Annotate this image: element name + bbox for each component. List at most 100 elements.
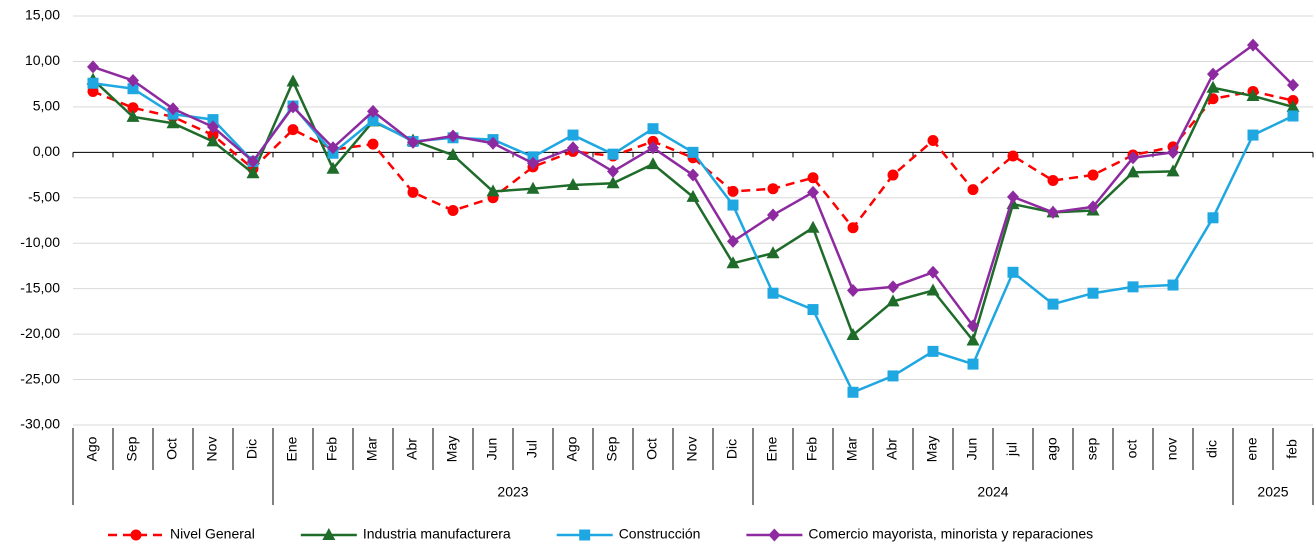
point — [1127, 151, 1139, 165]
x-tick-label: Feb — [324, 437, 340, 461]
point — [206, 134, 220, 147]
point — [726, 256, 740, 269]
point — [127, 74, 139, 88]
x-tick-label: nov — [1164, 438, 1180, 461]
point — [927, 135, 939, 147]
point — [1087, 287, 1099, 299]
point — [1126, 165, 1140, 178]
point — [126, 109, 140, 122]
series-line — [92, 78, 1294, 344]
x-tick-label: Abr — [884, 438, 900, 460]
point — [687, 146, 699, 158]
x-tick-label: Jun — [964, 438, 980, 461]
legend-label: Comercio mayorista, minorista y reparaci… — [808, 526, 1093, 542]
x-tick-label: Dic — [244, 439, 260, 459]
point — [1007, 190, 1019, 204]
x-tick-label: Nov — [684, 437, 700, 462]
y-tick-label: -20,00 — [20, 325, 60, 341]
point — [246, 166, 260, 179]
y-tick-label: 0,00 — [33, 143, 60, 159]
y-tick-label: -30,00 — [20, 416, 60, 432]
point — [927, 265, 939, 279]
group-label: 2024 — [977, 484, 1008, 500]
point — [1047, 298, 1059, 310]
point — [886, 294, 900, 307]
x-tick-label: Ene — [764, 436, 780, 461]
point — [887, 169, 899, 181]
x-tick-label: Ago — [84, 436, 100, 461]
point — [486, 184, 500, 197]
point — [727, 199, 739, 211]
point — [607, 164, 619, 178]
point — [87, 60, 99, 74]
x-tick-label: dic — [1204, 440, 1220, 458]
x-tick-label: Sep — [604, 436, 620, 461]
point — [966, 333, 980, 346]
x-tick-label: ago — [1044, 437, 1060, 461]
point — [847, 386, 859, 398]
point — [807, 185, 819, 199]
point — [847, 222, 859, 234]
point — [847, 283, 859, 297]
point — [527, 156, 539, 170]
y-tick-label: 15,00 — [25, 7, 60, 23]
point — [567, 129, 579, 141]
point — [1247, 129, 1259, 141]
point — [1207, 67, 1219, 81]
point — [367, 138, 379, 150]
legend-label: Nivel General — [170, 526, 255, 542]
point — [1087, 169, 1099, 181]
point — [287, 124, 299, 136]
point — [806, 220, 820, 233]
point — [167, 102, 179, 116]
x-tick-label: sep — [1084, 438, 1100, 461]
point — [1206, 80, 1220, 93]
point — [1287, 78, 1299, 92]
x-tick-label: Ene — [284, 436, 300, 461]
x-tick-label: ene — [1244, 437, 1260, 461]
point — [687, 168, 699, 182]
x-tick-label: Jun — [484, 438, 500, 461]
point — [767, 208, 779, 222]
y-tick-label: 5,00 — [33, 98, 60, 114]
point — [407, 186, 419, 198]
point — [526, 181, 540, 194]
point — [287, 100, 299, 114]
legend-marker — [579, 529, 591, 541]
legend-item: Industria manufacturera — [300, 526, 511, 542]
point — [166, 116, 180, 129]
point — [1167, 279, 1179, 291]
x-tick-label: May — [444, 436, 460, 462]
point — [447, 205, 459, 217]
y-tick-label: -10,00 — [20, 234, 60, 250]
point — [727, 185, 739, 197]
legend-marker — [130, 529, 142, 541]
point — [1166, 164, 1180, 177]
point — [887, 280, 899, 294]
point — [487, 136, 499, 150]
point — [367, 104, 379, 118]
legend-item: Construcción — [556, 526, 700, 542]
point — [1247, 38, 1259, 52]
point — [1047, 205, 1059, 219]
point — [1007, 150, 1019, 162]
point — [1246, 88, 1260, 101]
point — [606, 176, 620, 189]
legend-label: Industria manufacturera — [363, 526, 511, 542]
point — [327, 141, 339, 155]
point — [1007, 266, 1019, 278]
point — [767, 183, 779, 195]
y-tick-label: 10,00 — [25, 52, 60, 68]
x-tick-label: Dic — [724, 439, 740, 459]
x-tick-label: Jul — [524, 440, 540, 458]
point — [767, 287, 779, 299]
point — [647, 123, 659, 135]
point — [647, 141, 659, 155]
legend-marker — [768, 528, 781, 542]
point — [247, 154, 259, 168]
point — [927, 345, 939, 357]
x-tick-label: Mar — [844, 437, 860, 461]
point — [207, 120, 219, 134]
point — [127, 102, 139, 114]
